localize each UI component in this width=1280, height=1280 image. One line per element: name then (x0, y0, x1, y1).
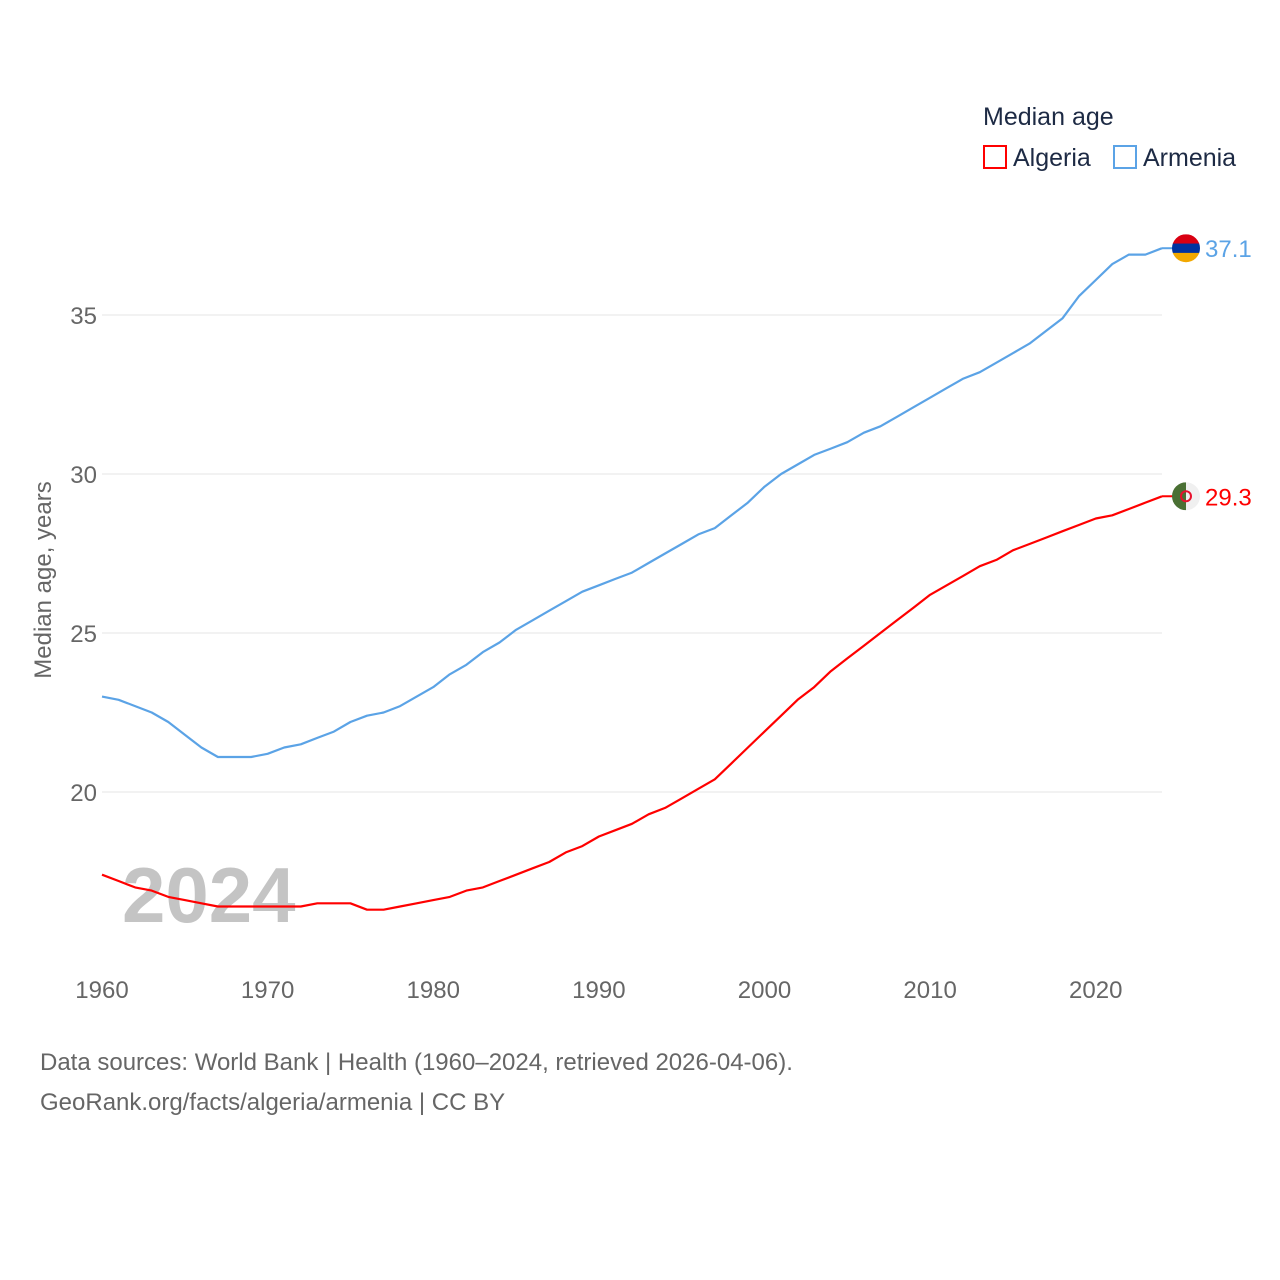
data-source-note: Data sources: World Bank | Health (1960–… (40, 1049, 793, 1076)
source-link[interactable]: GeoRank.org/facts/algeria/armenia | CC B… (40, 1089, 506, 1116)
end-value-label: 29.3 (1205, 484, 1252, 511)
y-tick-label: 25 (70, 621, 97, 648)
legend-title: Median age (983, 103, 1114, 131)
algeria-flag-icon (1172, 482, 1200, 511)
x-tick-label: 2000 (738, 977, 791, 1004)
y-tick-label: 20 (70, 780, 97, 807)
x-tick-label: 1970 (241, 977, 294, 1004)
armenia-flag-icon (1172, 234, 1200, 263)
year-watermark: 2024 (122, 851, 296, 939)
legend-label-armenia: Armenia (1143, 144, 1236, 172)
x-tick-label: 2020 (1069, 977, 1122, 1004)
y-tick-label: 30 (70, 462, 97, 489)
series-line-armenia (101, 247, 1163, 759)
y-tick-label: 35 (70, 303, 97, 330)
x-tick-label: 1980 (407, 977, 460, 1004)
footer: Data sources: World Bank | Health (1960–… (40, 1043, 793, 1123)
legend-swatch-algeria (983, 145, 1007, 169)
y-axis-label: Median age, years (30, 481, 57, 678)
x-tick-label: 2010 (903, 977, 956, 1004)
x-tick-label: 1990 (572, 977, 625, 1004)
end-value-label: 37.1 (1205, 236, 1252, 263)
x-tick-label: 1960 (75, 977, 128, 1004)
legend-label-algeria: Algeria (1013, 144, 1091, 172)
legend-swatch-armenia (1113, 145, 1137, 169)
series-line-algeria (101, 495, 1163, 911)
